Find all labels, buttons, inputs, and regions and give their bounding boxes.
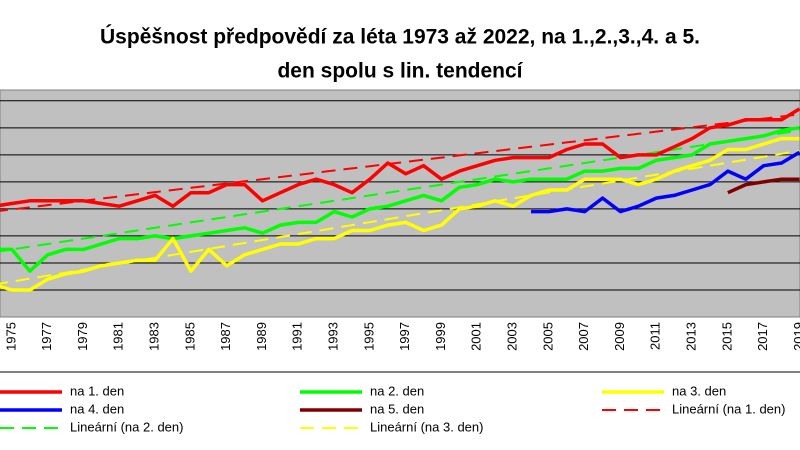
- chart-subtitle: den spolu s lin. tendencí: [277, 60, 523, 83]
- x-tick-label: 1995: [361, 322, 376, 351]
- x-tick-label: 2011: [648, 322, 663, 350]
- x-tick-label: 1983: [147, 322, 162, 351]
- x-tick-label: 2015: [719, 322, 734, 351]
- x-tick-label: 2001: [469, 322, 484, 351]
- x-tick-label: 2019: [791, 322, 800, 351]
- trend-line: [0, 113, 800, 212]
- x-tick-label: 1979: [75, 322, 90, 351]
- x-tick-label: 2009: [612, 322, 627, 351]
- x-tick-label: 1993: [326, 322, 341, 351]
- x-tick-label: 2005: [540, 322, 555, 351]
- x-tick-label: 1987: [218, 322, 233, 351]
- x-tick-label: 2003: [505, 322, 520, 351]
- series-line: [0, 136, 800, 292]
- x-tick-label: 2007: [576, 322, 591, 351]
- series-line: [531, 150, 800, 214]
- series-line: [0, 126, 800, 273]
- legend-label: Lineární (na 3. den): [370, 419, 483, 434]
- x-tick-label: 1981: [111, 322, 126, 351]
- legend-label: na 1. den: [70, 383, 124, 398]
- x-tick-label: 2013: [684, 322, 699, 351]
- series-line: [0, 107, 800, 208]
- x-tick-label: 2017: [755, 322, 770, 351]
- series-line: [727, 177, 800, 195]
- legend-label: Lineární (na 2. den): [70, 419, 183, 434]
- legend-label: na 2. den: [370, 383, 424, 398]
- x-tick-label: 1977: [39, 322, 54, 351]
- legend-label: na 5. den: [370, 401, 424, 416]
- x-tick-label: 1989: [254, 322, 269, 351]
- trend-line: [0, 129, 800, 253]
- legend-label: Lineární (na 1. den): [672, 401, 785, 416]
- x-tick-label: 1991: [290, 322, 305, 351]
- x-tick-label: 1997: [397, 322, 412, 351]
- x-tick-label: 1999: [433, 322, 448, 351]
- x-tick-label: 1985: [182, 322, 197, 351]
- legend-label: na 3. den: [672, 383, 726, 398]
- legend-label: na 4. den: [70, 401, 124, 416]
- chart-title: Úspěšnost předpovědí za léta 1973 až 202…: [100, 25, 700, 49]
- x-tick-label: 1975: [3, 322, 18, 351]
